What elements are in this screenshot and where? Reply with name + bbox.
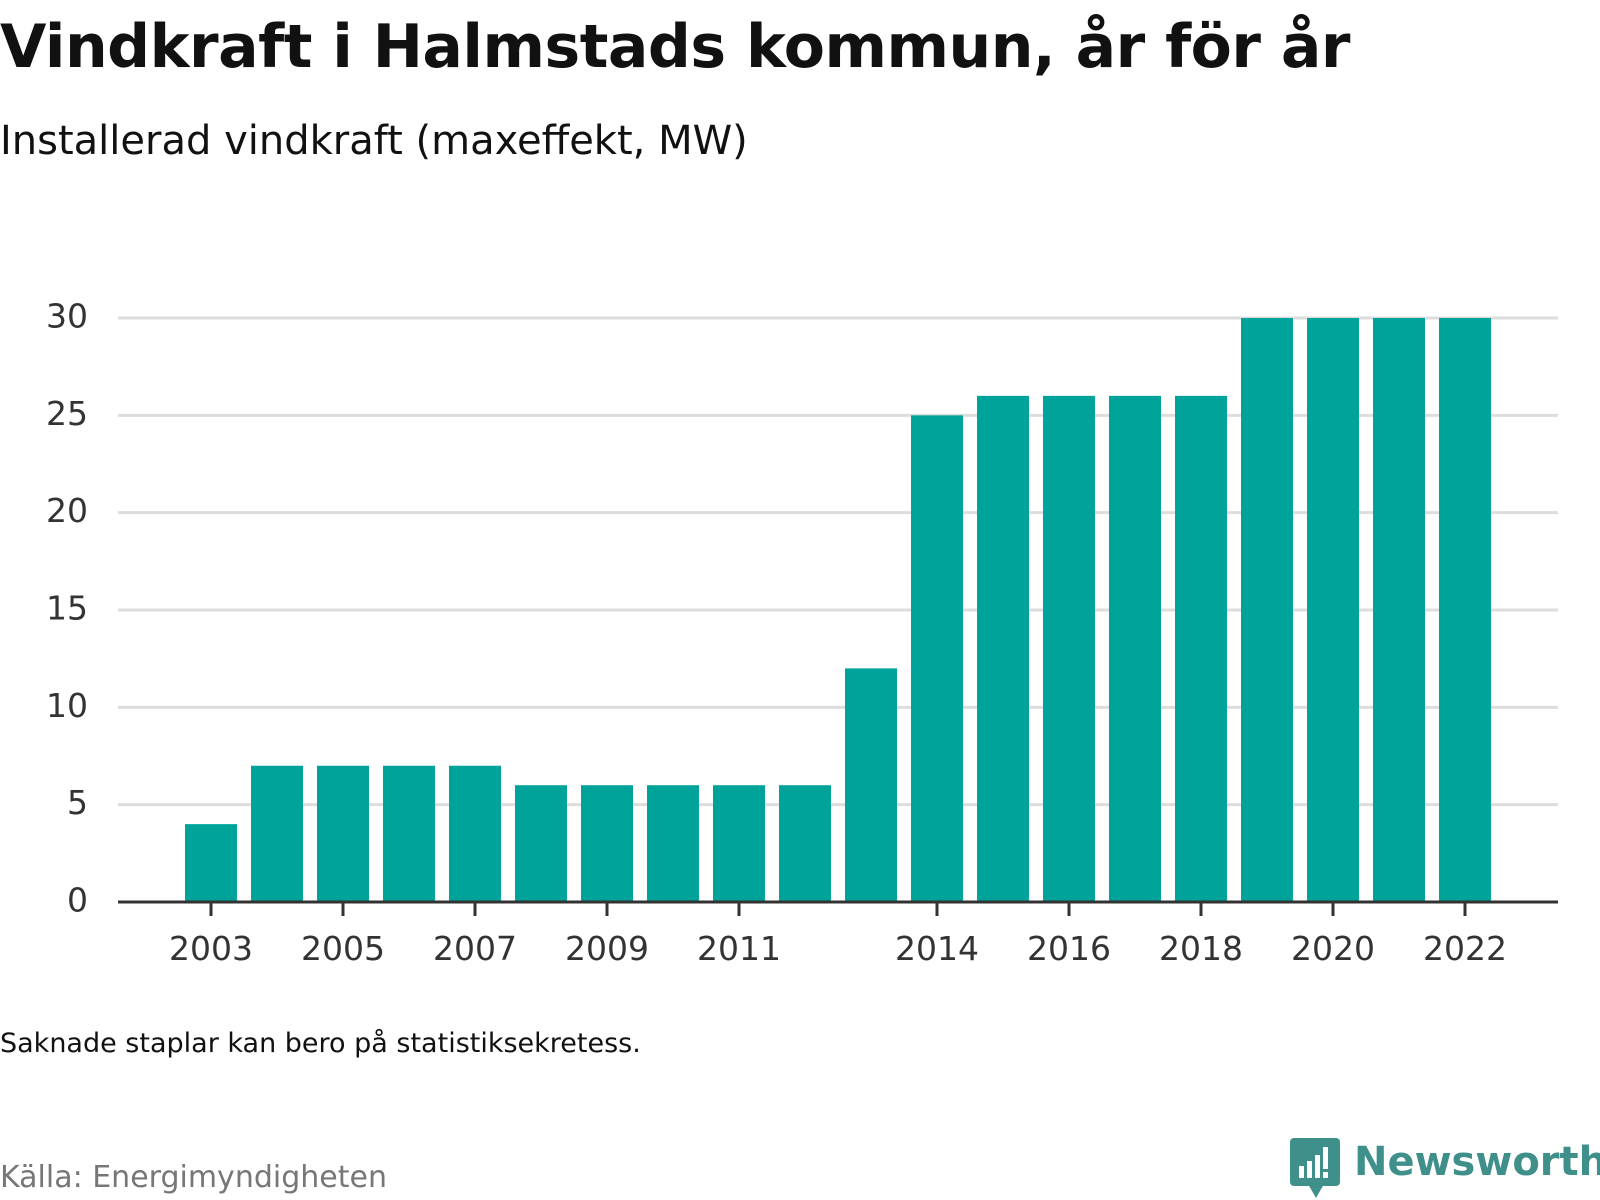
chart-title: Vindkraft i Halmstads kommun, år för år xyxy=(0,12,1350,82)
x-tick-label: 2011 xyxy=(697,929,781,968)
x-tick-label: 2009 xyxy=(565,929,649,968)
bars xyxy=(185,318,1491,902)
x-tick-label: 2022 xyxy=(1423,929,1507,968)
chart-subtitle: Installerad vindkraft (maxeffekt, MW) xyxy=(0,118,748,164)
bar-2015 xyxy=(977,395,1029,902)
x-tick-label: 2016 xyxy=(1027,929,1111,968)
bar-2019 xyxy=(1241,318,1293,902)
bar-2012 xyxy=(779,785,831,902)
bar-2016 xyxy=(1043,395,1095,902)
y-tick-label: 25 xyxy=(46,394,88,433)
bar-2006 xyxy=(383,765,435,902)
bar-2009 xyxy=(581,785,633,902)
bar-chart: 0 5 10 15 20 25 30 2003 2005 2007 2009 2011 2014 201… xyxy=(46,297,1558,968)
bar-2020 xyxy=(1307,318,1359,902)
source-credit: Källa: Energimyndigheten xyxy=(0,1160,387,1195)
bar-2021 xyxy=(1373,318,1425,902)
bar-2008 xyxy=(515,785,567,902)
brand-name: Newsworthy xyxy=(1354,1139,1600,1185)
x-axis-ticks: 2003 2005 2007 2009 2011 2014 2016 2018 2020 2022 xyxy=(169,902,1507,968)
newsworthy-logo-icon xyxy=(1290,1138,1340,1198)
y-axis-ticks: 0 5 10 15 20 25 30 xyxy=(46,297,88,920)
y-tick-label: 0 xyxy=(67,881,88,920)
bar-2013 xyxy=(845,668,897,902)
y-tick-label: 10 xyxy=(46,686,88,725)
y-tick-label: 20 xyxy=(46,491,88,530)
x-tick-label: 2007 xyxy=(433,929,517,968)
y-tick-label: 30 xyxy=(46,297,88,336)
bar-2011 xyxy=(713,785,765,902)
footnote: Saknade staplar kan bero på statistiksek… xyxy=(0,1028,641,1059)
bar-2005 xyxy=(317,765,369,902)
bar-2022 xyxy=(1439,318,1491,902)
bar-2017 xyxy=(1109,395,1161,902)
x-tick-label: 2003 xyxy=(169,929,253,968)
x-tick-label: 2020 xyxy=(1291,929,1375,968)
bar-2007 xyxy=(449,765,501,902)
bar-2004 xyxy=(251,765,303,902)
bar-2003 xyxy=(185,824,237,902)
x-tick-label: 2005 xyxy=(301,929,385,968)
y-tick-label: 15 xyxy=(46,589,88,628)
bar-2018 xyxy=(1175,395,1227,902)
brand-logo: Newsworthy xyxy=(1290,1138,1600,1200)
y-tick-label: 5 xyxy=(67,783,88,822)
x-tick-label: 2014 xyxy=(895,929,979,968)
x-tick-label: 2018 xyxy=(1159,929,1243,968)
bar-2014 xyxy=(911,415,963,902)
bar-2010 xyxy=(647,785,699,902)
